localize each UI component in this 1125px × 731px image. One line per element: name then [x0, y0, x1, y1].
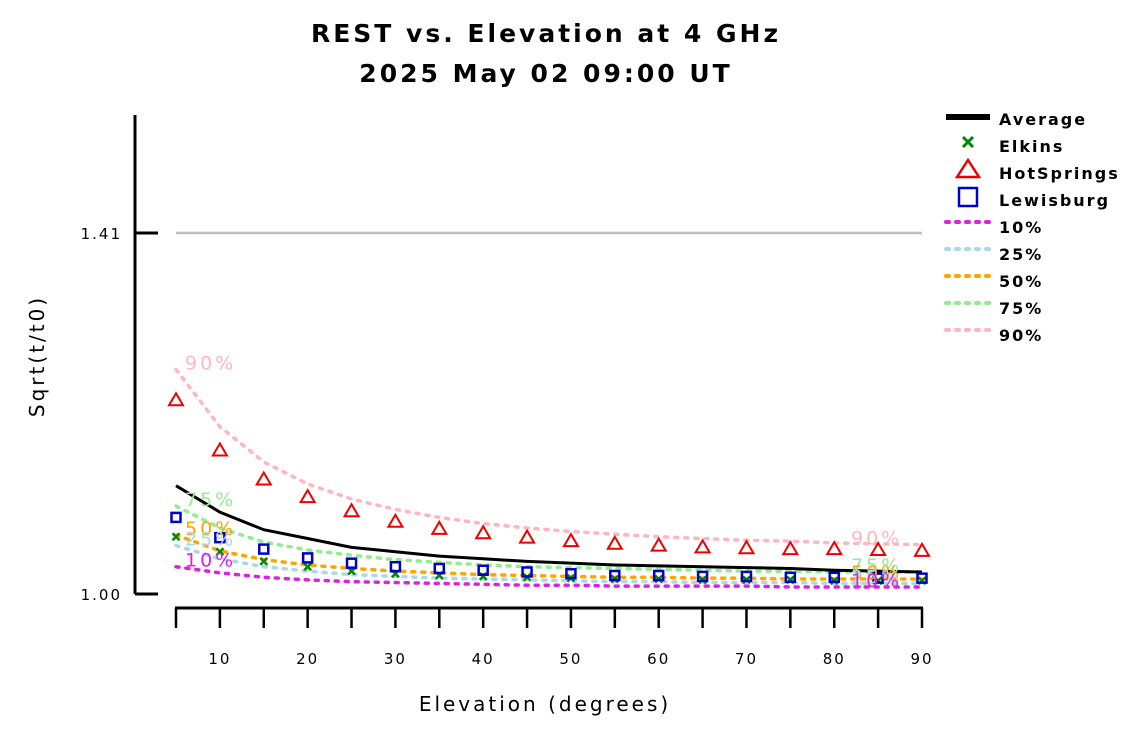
- legend-label: Average: [999, 110, 1087, 129]
- elkins-marker: [215, 547, 225, 557]
- x-tick-label: 40: [472, 650, 495, 668]
- label-end-10pct: 10%: [851, 570, 902, 592]
- hotsprings-marker: [430, 519, 449, 535]
- lewisburg-marker: [784, 571, 797, 584]
- hotsprings-marker: [167, 391, 185, 407]
- series-line-10pct: [174, 564, 924, 589]
- legend-swatch: [954, 157, 982, 179]
- lewisburg-marker: [565, 567, 577, 580]
- y-tick-label: 1.00: [81, 586, 122, 604]
- legend: Average Elkins HotSprings Lewisburg 10% 25% 50…: [944, 110, 1120, 345]
- lewisburg-marker: [521, 566, 533, 578]
- legend-label: 25%: [999, 245, 1043, 264]
- legend-swatch: [957, 186, 979, 208]
- y-axis-label: Sqrt(t/t0): [25, 295, 49, 417]
- elkins-marker: [303, 562, 313, 572]
- label-start-25pct: 25%: [185, 529, 236, 551]
- hotsprings-marker: [386, 512, 405, 528]
- lewisburg-marker: [872, 572, 884, 584]
- axes: 1.00 1.41 10 20 30 40 50 60 70 80 90: [81, 115, 933, 668]
- hotsprings-marker: [913, 541, 931, 557]
- lewisburg-marker: [214, 531, 226, 544]
- lewisburg-marker: [345, 557, 358, 569]
- x-tick-label: 50: [559, 650, 582, 668]
- legend-swatch: [961, 135, 975, 149]
- hotsprings-marker: [474, 524, 492, 540]
- lewisburg-marker: [652, 569, 665, 582]
- chart-title: REST vs. Elevation at 4 GHz: [311, 19, 781, 48]
- legend-item-75pct: 75%: [944, 299, 1043, 318]
- hotsprings-marker: [211, 441, 229, 457]
- hotsprings-marker: [825, 540, 843, 556]
- lewisburg-marker: [389, 560, 402, 573]
- lewisburg-marker: [828, 571, 840, 584]
- series-layer: [167, 367, 931, 589]
- hotsprings-marker: [649, 536, 668, 552]
- label-end-75pct: 75%: [851, 555, 902, 577]
- legend-item-50pct: 50%: [944, 272, 1043, 291]
- lewisburg-marker: [916, 572, 928, 584]
- x-tick-label: 70: [735, 650, 758, 668]
- label-end-90pct: 90%: [851, 528, 902, 550]
- lewisburg-marker: [740, 570, 753, 583]
- legend-label: 90%: [999, 326, 1043, 345]
- series-line-90pct: [174, 367, 924, 547]
- hotsprings-marker: [737, 539, 756, 555]
- hotsprings-marker: [869, 540, 887, 556]
- x-tick-label: 30: [384, 650, 407, 668]
- label-end-50pct: 50%: [851, 562, 902, 584]
- legend-label: Lewisburg: [999, 191, 1110, 210]
- legend-label: Elkins: [999, 137, 1064, 156]
- x-tick-label: 80: [823, 650, 846, 668]
- legend-item-hotsprings: HotSprings: [954, 157, 1120, 183]
- x-tick-label: 90: [910, 650, 933, 668]
- chart-subtitle: 2025 May 02 09:00 UT: [359, 59, 732, 88]
- elkins-marker: [171, 532, 181, 542]
- lewisburg-marker: [609, 569, 621, 582]
- legend-item-average: Average: [946, 110, 1087, 129]
- hotsprings-marker: [518, 528, 536, 544]
- label-start-10pct: 10%: [185, 550, 236, 572]
- legend-item-lewisburg: Lewisburg: [957, 186, 1110, 210]
- lewisburg-marker: [170, 511, 182, 524]
- label-start-90pct: 90%: [185, 352, 236, 374]
- hotsprings-marker: [606, 534, 624, 550]
- lewisburg-marker: [477, 564, 489, 576]
- legend-label: HotSprings: [999, 164, 1120, 183]
- legend-label: 10%: [999, 218, 1043, 237]
- x-tick-label: 60: [647, 650, 670, 668]
- hotsprings-marker: [255, 470, 273, 486]
- lewisburg-marker: [433, 562, 446, 575]
- hotsprings-marker: [781, 540, 800, 556]
- legend-item-10pct: 10%: [944, 218, 1043, 237]
- lewisburg-marker: [301, 552, 314, 564]
- label-end-25pct: 25%: [851, 566, 902, 588]
- series-line-average: [175, 484, 923, 574]
- legend-label: 50%: [999, 272, 1043, 291]
- hotsprings-marker: [298, 488, 317, 504]
- series-line-75pct: [174, 504, 924, 574]
- label-start-50pct: 50%: [185, 518, 236, 540]
- lewisburg-marker: [258, 543, 270, 555]
- hotsprings-marker: [562, 532, 580, 548]
- percentile-labels: 90%90%75%75%50%50%25%25%10%10%: [185, 352, 902, 592]
- y-tick-label: 1.41: [81, 225, 122, 243]
- lewisburg-marker: [696, 570, 709, 583]
- x-tick-label: 10: [208, 650, 231, 668]
- hotsprings-marker: [693, 538, 712, 554]
- legend-item-elkins: Elkins: [961, 135, 1064, 156]
- legend-item-90pct: 90%: [944, 326, 1043, 345]
- x-tick-label: 20: [296, 650, 319, 668]
- legend-item-25pct: 25%: [944, 245, 1043, 264]
- legend-label: 75%: [999, 299, 1043, 318]
- label-start-75pct: 75%: [185, 489, 236, 511]
- x-axis-label: Elevation (degrees): [419, 692, 671, 716]
- hotsprings-marker: [342, 502, 361, 518]
- elkins-marker: [259, 557, 269, 566]
